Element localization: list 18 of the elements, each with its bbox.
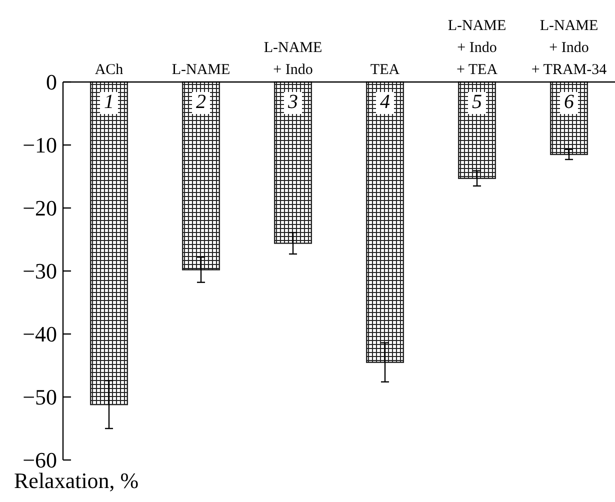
annotation: 2 bbox=[196, 91, 206, 113]
x-tick-label: ACh bbox=[94, 62, 124, 78]
x-tick-label: TEA bbox=[370, 62, 400, 78]
y-tick-label: −40 bbox=[22, 322, 57, 347]
x-tick-label: L-NAME + Indo + TEA bbox=[448, 18, 506, 78]
y-tick-label: −50 bbox=[22, 384, 57, 410]
x-tick-label: L-NAME bbox=[172, 62, 230, 78]
x-tick-label: L-NAME + Indo bbox=[264, 40, 322, 78]
annotation: 4 bbox=[380, 91, 390, 113]
annotation: 3 bbox=[287, 91, 298, 113]
annotation: 5 bbox=[472, 91, 482, 113]
annotation: 1 bbox=[104, 91, 114, 113]
y-tick-label: −30 bbox=[22, 258, 57, 284]
y-tick-label: 0 bbox=[46, 70, 57, 95]
y-tick-label: −10 bbox=[22, 132, 57, 158]
annotation: 6 bbox=[564, 91, 574, 113]
y-tick-label: −20 bbox=[22, 196, 57, 221]
x-tick-label: L-NAME + Indo + TRAM-34 bbox=[531, 18, 608, 78]
